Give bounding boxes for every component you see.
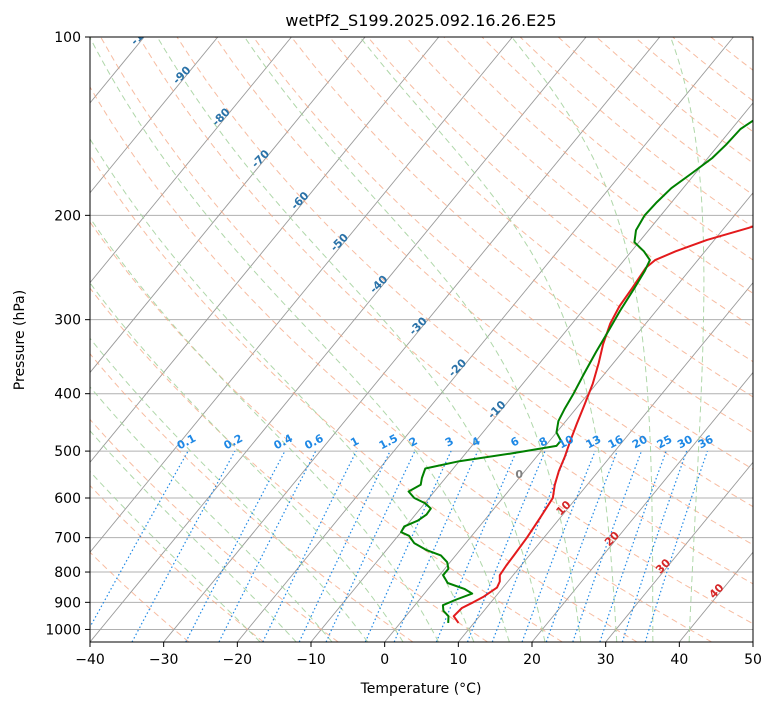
moist-adiabat <box>156 37 546 642</box>
x-tick-label: 10 <box>449 652 467 668</box>
dry-adiabat <box>214 37 753 508</box>
isotherm-line <box>90 37 587 642</box>
y-tick-label: 700 <box>54 531 81 547</box>
x-tick-label: 40 <box>670 652 688 668</box>
mixing-ratio-line <box>262 450 357 642</box>
moist-adiabat <box>90 217 439 642</box>
y-tick-label: 500 <box>54 444 81 460</box>
x-tick-label: 20 <box>523 652 541 668</box>
y-tick-label: 900 <box>54 595 81 611</box>
dry-adiabat <box>443 37 753 294</box>
mixing-ratio-line <box>572 450 643 642</box>
dry-adiabat <box>90 221 563 642</box>
mixing-ratio-label: 10 <box>556 433 576 452</box>
isotherm-line <box>90 37 513 553</box>
isotherm-line <box>90 37 366 374</box>
dry-adiabat <box>90 418 339 642</box>
moist-adiabat <box>90 282 404 642</box>
dry-adiabat <box>90 154 638 642</box>
x-tick-label: −10 <box>296 652 326 668</box>
dry-adiabat <box>90 287 488 642</box>
isotherm-line <box>457 281 753 642</box>
axis-ticks: −40 −30 −20 −10 0 10 20 30 40 5010020030040050060… <box>45 30 762 668</box>
isotherm-label: -100 <box>128 19 157 48</box>
mixing-ratio-line <box>131 450 236 642</box>
isotherm-line <box>90 37 219 194</box>
temperature-profile-line <box>452 225 753 624</box>
x-tick-label: 50 <box>744 652 762 668</box>
mixing-ratio-label: 16 <box>606 433 626 452</box>
x-tick-label: −40 <box>75 652 105 668</box>
isotherm-line <box>90 37 292 284</box>
mixing-ratio-label: 25 <box>655 433 675 452</box>
plot-frame <box>89 36 754 643</box>
dry-adiabat <box>90 353 414 642</box>
y-axis-label: Pressure (hPa) <box>12 290 28 390</box>
mixing-ratio-line <box>218 450 317 642</box>
isotherm-label: 0 <box>515 468 523 481</box>
y-tick-label: 800 <box>54 565 81 581</box>
moist-adiabat <box>90 37 510 642</box>
mixing-ratio-line <box>435 450 518 642</box>
isotherm-line <box>384 192 753 642</box>
mixing-ratio-line <box>393 450 479 642</box>
dewpoint-profile-line <box>400 119 753 623</box>
isotherm-line <box>605 461 753 642</box>
x-tick-label: 30 <box>597 652 615 668</box>
y-tick-label: 400 <box>54 387 81 403</box>
mixing-ratio-label: 20 <box>630 433 650 452</box>
moist-adiabat <box>90 138 475 642</box>
mixing-ratio-line <box>521 450 596 642</box>
mixing-ratio-label: 36 <box>696 433 716 452</box>
dry-adiabat <box>329 37 753 398</box>
isotherm-line <box>90 37 440 464</box>
dry-adiabat <box>291 37 753 434</box>
mixing-ratio-line <box>545 450 618 642</box>
moist-adiabat <box>511 37 654 642</box>
mixing-ratio-line <box>466 450 546 642</box>
dry-adiabat <box>100 37 753 625</box>
dry-adiabat <box>176 37 753 546</box>
dry-adiabat <box>252 37 753 470</box>
y-tick-label: 100 <box>54 30 81 46</box>
isotherm-line <box>310 102 753 642</box>
mixing-ratio-label: 13 <box>584 433 604 452</box>
y-tick-label: 300 <box>54 313 81 329</box>
mixing-ratio-line <box>644 450 708 642</box>
moist-adiabat <box>670 37 705 642</box>
chart-title: wetPf2_S199.2025.092.16.26.E25 <box>285 11 556 31</box>
mixing-ratio-line <box>621 450 688 642</box>
x-tick-label: −20 <box>223 652 253 668</box>
mixing-ratio-line <box>491 450 569 642</box>
y-tick-label: 600 <box>54 491 81 507</box>
dry-adiabat <box>138 37 753 585</box>
plot-area <box>90 37 753 642</box>
mixing-ratio-line <box>599 450 667 642</box>
mixing-ratio-line <box>90 450 189 629</box>
isotherm-line <box>236 37 734 642</box>
x-tick-label: 0 <box>380 652 389 668</box>
background-lines <box>90 37 753 642</box>
y-tick-label: 1000 <box>45 622 81 638</box>
dry-adiabat <box>90 551 190 642</box>
dry-adiabat <box>90 86 712 642</box>
profile-lines <box>400 119 753 624</box>
moist-adiabat <box>244 37 582 642</box>
isotherm-line <box>163 37 661 642</box>
dry-adiabat <box>90 484 264 642</box>
mixing-ratio-line <box>364 450 452 642</box>
y-tick-label: 200 <box>54 208 81 224</box>
moist-adiabat <box>90 386 333 642</box>
mixing-ratio-label: 30 <box>675 433 695 452</box>
x-tick-label: −30 <box>149 652 179 668</box>
moist-adiabat <box>90 337 369 642</box>
x-axis-label: Temperature (°C) <box>360 681 482 697</box>
isotherm-line <box>531 371 753 642</box>
